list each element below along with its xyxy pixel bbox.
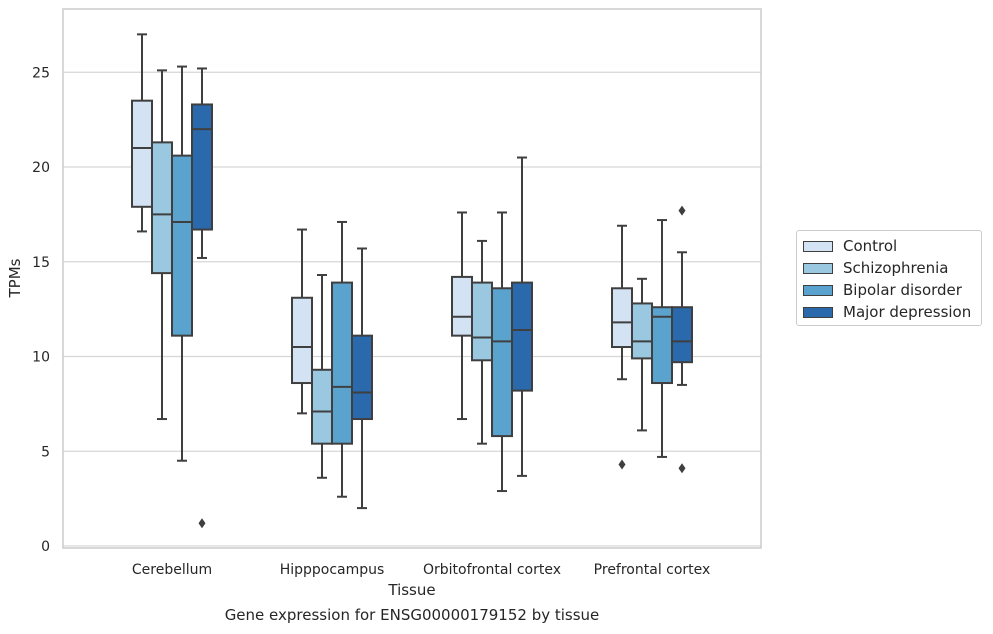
- y-axis-ticks: 0 5 10 15 20 25: [32, 65, 50, 555]
- box-iqr: [471, 281, 493, 362]
- box-bipolar-disorder: [331, 220, 353, 498]
- box-iqr: [311, 368, 333, 445]
- box-iqr: [491, 287, 513, 438]
- x-axis-title: Tissue: [387, 581, 435, 599]
- legend-label: Control: [843, 237, 898, 255]
- plot-area-frame: [62, 8, 762, 549]
- legend-label: Major depression: [843, 303, 972, 321]
- legend-item-control: Control: [803, 236, 897, 256]
- box-schizophrenia: [471, 239, 493, 445]
- box-control: [291, 228, 313, 415]
- legend-item-schizophrenia: Schizophrenia: [803, 258, 948, 278]
- y-tick-label: 5: [41, 444, 50, 460]
- legend-swatch-bipolar-disorder: [803, 284, 833, 296]
- box-major-depression: [671, 205, 693, 474]
- legend-item-major-depression: Major depression: [803, 302, 971, 322]
- x-tick-label: Cerebellum: [132, 562, 212, 578]
- box-schizophrenia: [631, 277, 653, 432]
- box-control: [131, 33, 153, 233]
- box-iqr: [631, 302, 653, 360]
- box-bipolar-disorder: [651, 219, 673, 458]
- y-tick-label: 20: [32, 160, 50, 176]
- box-bipolar-disorder: [171, 65, 193, 462]
- y-tick-label: 0: [41, 539, 50, 555]
- x-tick-label: Prefrontal cortex: [594, 562, 711, 578]
- box-bipolar-disorder: [491, 211, 513, 493]
- box-iqr: [671, 306, 693, 364]
- box-iqr: [451, 275, 473, 337]
- box-iqr: [511, 281, 533, 392]
- box-schizophrenia: [151, 69, 173, 421]
- legend-swatch-schizophrenia: [803, 262, 833, 274]
- chart-caption: Gene expression for ENSG00000179152 by t…: [224, 606, 600, 624]
- box-control: [611, 224, 633, 470]
- legend-swatch-control: [803, 240, 833, 252]
- y-axis-title: TPMs: [6, 258, 24, 298]
- box-iqr: [291, 296, 313, 385]
- box-schizophrenia: [311, 274, 333, 479]
- outlier-point: [198, 518, 206, 529]
- box-iqr: [151, 141, 173, 275]
- box-iqr: [331, 281, 353, 445]
- legend: Control Schizophrenia Bipolar disorder M…: [796, 230, 982, 326]
- box-iqr: [191, 103, 213, 231]
- outlier-point: [678, 463, 686, 474]
- y-tick-label: 10: [32, 350, 50, 366]
- box-plot-series: [131, 33, 693, 529]
- box-major-depression: [511, 156, 533, 477]
- y-tick-label: 15: [32, 255, 50, 271]
- box-control: [451, 211, 473, 421]
- box-iqr: [611, 287, 633, 349]
- x-tick-label: Hipppocampus: [280, 562, 385, 578]
- box-iqr: [131, 99, 153, 208]
- box-iqr: [171, 154, 193, 337]
- outlier-point: [618, 459, 626, 470]
- box-major-depression: [191, 67, 213, 529]
- x-axis-ticks: Cerebellum Hipppocampus Orbitofrontal cort…: [132, 562, 710, 578]
- legend-label: Bipolar disorder: [843, 281, 962, 299]
- legend-swatch-major-depression: [803, 306, 833, 318]
- outlier-point: [678, 205, 686, 216]
- legend-label: Schizophrenia: [843, 259, 949, 277]
- box-iqr: [351, 334, 373, 421]
- box-iqr: [651, 306, 673, 385]
- x-tick-label: Orbitofrontal cortex: [423, 562, 561, 578]
- box-major-depression: [351, 247, 373, 510]
- legend-item-bipolar-disorder: Bipolar disorder: [803, 280, 962, 300]
- y-tick-label: 25: [32, 65, 50, 81]
